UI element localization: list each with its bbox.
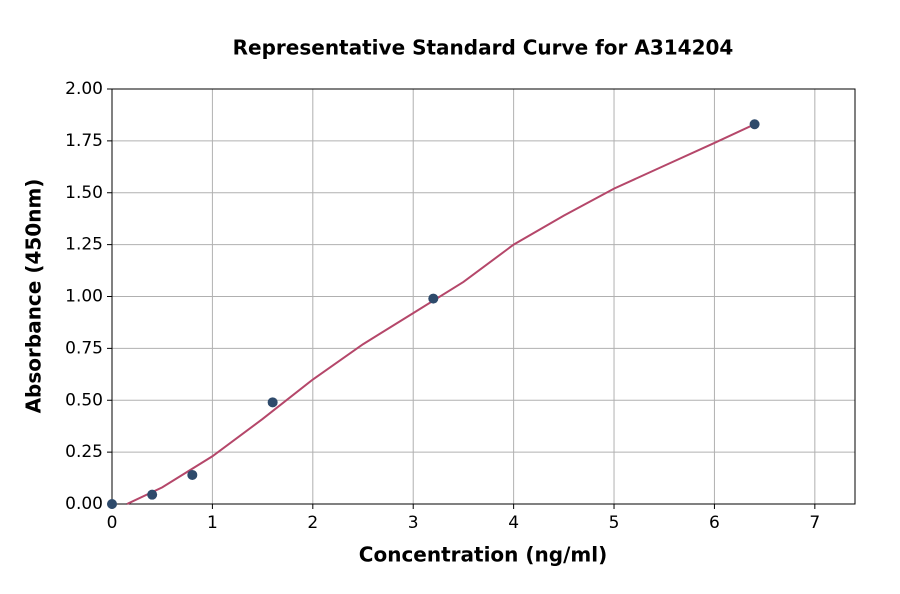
y-axis-label: Absorbance (450nm) [22, 179, 46, 414]
x-tick-label: 0 [107, 513, 118, 533]
x-tick-label: 1 [207, 513, 218, 533]
x-tick-label: 3 [408, 513, 419, 533]
data-point [107, 499, 117, 509]
chart-title: Representative Standard Curve for A31420… [233, 36, 734, 60]
x-tick-label: 7 [809, 513, 820, 533]
data-point [147, 489, 158, 500]
fit-curve [126, 123, 756, 505]
data-point [428, 293, 439, 304]
y-tick-label: 2.00 [65, 79, 103, 99]
y-tick-label: 1.25 [65, 235, 103, 255]
y-tick-label: 1.75 [65, 131, 103, 151]
x-axis-label: Concentration (ng/ml) [359, 543, 607, 567]
y-tick-label: 0.75 [65, 338, 103, 358]
data-point [749, 119, 760, 130]
x-tick-label: 5 [609, 513, 620, 533]
data-point [187, 469, 198, 480]
x-tick-label: 2 [307, 513, 318, 533]
x-tick-label: 4 [508, 513, 519, 533]
data-point [267, 397, 278, 408]
y-tick-label: 0.00 [65, 494, 103, 514]
y-tick-label: 1.50 [65, 183, 103, 203]
y-tick-label: 0.25 [65, 442, 103, 462]
y-tick-label: 0.50 [65, 390, 103, 410]
y-tick-label: 1.00 [65, 287, 103, 307]
x-tick-label: 6 [709, 513, 720, 533]
plot-frame [111, 88, 856, 505]
